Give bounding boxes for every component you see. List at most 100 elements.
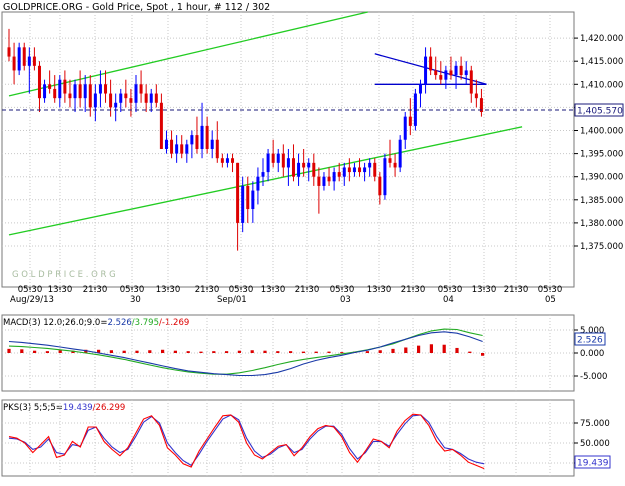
candle-body [454, 65, 458, 76]
candle-body [58, 79, 62, 99]
macd-lines [8, 328, 483, 377]
x-tick-label: 21:30 [83, 285, 108, 295]
x-tick-label: 21:30 [401, 285, 426, 295]
macd-value-3: /-1.269 [159, 318, 189, 328]
candle-body [68, 93, 72, 99]
candle-body [109, 93, 113, 108]
candle-body [220, 158, 224, 163]
candle-body [358, 167, 362, 173]
macd-y-tick-label: 0.000 [580, 349, 604, 359]
candle-body [83, 84, 87, 99]
candle-body [139, 84, 143, 94]
macd-histogram-bar [7, 348, 11, 353]
x-date-label: 30 [130, 295, 141, 305]
candle-body [479, 98, 483, 113]
pks-value-2: /26.299 [93, 403, 126, 413]
candle-body [164, 139, 168, 149]
candle-body [17, 47, 21, 71]
x-tick-label: 21:30 [295, 285, 320, 295]
macd-histogram-bar [429, 344, 433, 353]
macd-histogram-bar [237, 350, 241, 353]
candle-body [200, 125, 204, 149]
macd-histogram-bar [417, 345, 421, 353]
macd-y-tick-label: 5.000 [580, 326, 604, 336]
y-tick-label: 1,390.000 [580, 173, 623, 183]
main-grid [2, 12, 574, 287]
candle-body [98, 84, 102, 94]
candle-body [459, 65, 463, 76]
candle-body [241, 185, 245, 223]
macd-histogram-bar [33, 350, 37, 353]
macd-histogram-bar [365, 351, 369, 353]
candle-body [286, 158, 290, 168]
candle-body [22, 47, 26, 66]
candle-body [231, 158, 235, 163]
x-tick-label: 05:30 [120, 285, 145, 295]
macd-y-tick-label: -5.000 [580, 372, 607, 382]
y-tick-label: 1,375.000 [580, 242, 623, 252]
candle-body [388, 158, 392, 163]
x-date-label: 04 [443, 295, 454, 305]
macd-histogram-bar [468, 351, 472, 353]
macd-histogram-bar [148, 350, 152, 353]
macd-y-axis: 5.000 0.000 -5.000 [574, 326, 607, 382]
x-date-label: Sep/01 [217, 295, 247, 305]
macd-histogram-bar [289, 351, 293, 353]
candle-body [210, 139, 214, 149]
candle-body [63, 79, 67, 94]
candle-body [337, 172, 341, 177]
pks-y-tick-label: 50.000 [580, 439, 610, 449]
candle-body [266, 153, 270, 173]
candle-body [434, 70, 438, 76]
watermark: G O L D P R I C E . O R G [12, 270, 116, 280]
candle-body [281, 153, 285, 168]
candle-body [12, 56, 16, 71]
x-tick-label: 21:30 [195, 285, 220, 295]
macd-histogram-bar [84, 349, 88, 353]
pks-y-tick-label: 75.000 [580, 419, 610, 429]
pks-d-line [8, 414, 485, 467]
macd-histogram-bar [225, 351, 229, 353]
candle-body [327, 176, 331, 182]
pks-value-1: 19.439 [63, 403, 93, 413]
pks-label: PKS(3) 5;5;5=19.439/26.299 [3, 403, 125, 413]
trendline-green [8, 11, 368, 97]
candle-body [119, 93, 123, 103]
price-label-box [574, 103, 624, 117]
x-tick-label: 13:30 [472, 285, 497, 295]
pks-value-box [574, 455, 611, 469]
y-tick-label: 1,385.000 [580, 196, 623, 206]
candle-body [378, 176, 382, 196]
main-x-axis: 05:30 13:30 21:30 05:30 13:30 21:30 05:30 13:30… [10, 285, 562, 305]
candle-body [302, 162, 306, 168]
y-tick-label: 1,410.000 [580, 80, 623, 90]
macd-histogram-bar [301, 351, 305, 353]
candle-body [317, 176, 321, 186]
candle-body [418, 84, 422, 94]
candle-body [439, 75, 443, 80]
macd-histogram-bar [135, 350, 139, 353]
y-tick-label: 1,400.000 [580, 127, 623, 137]
candle-body [225, 158, 229, 163]
candle-body [261, 172, 265, 177]
candle-body [297, 162, 301, 177]
candle-body [159, 102, 163, 149]
candle-body [236, 162, 240, 223]
candle-body [37, 65, 41, 99]
candle-body [175, 144, 179, 154]
trendlines [8, 11, 523, 236]
candle-body [53, 88, 57, 99]
candle-body [134, 84, 138, 103]
macd-grid [2, 315, 574, 391]
candle-body [312, 162, 316, 177]
candle-body [251, 190, 255, 210]
candle-body [347, 167, 351, 173]
macd-value-1: 2.526 [107, 318, 131, 328]
candle-body [393, 162, 397, 168]
pks-current-value: 19.439 [577, 459, 609, 469]
pks-lines [8, 413, 485, 470]
macd-histogram-bar [58, 350, 62, 353]
macd-histogram-bar [186, 351, 190, 353]
